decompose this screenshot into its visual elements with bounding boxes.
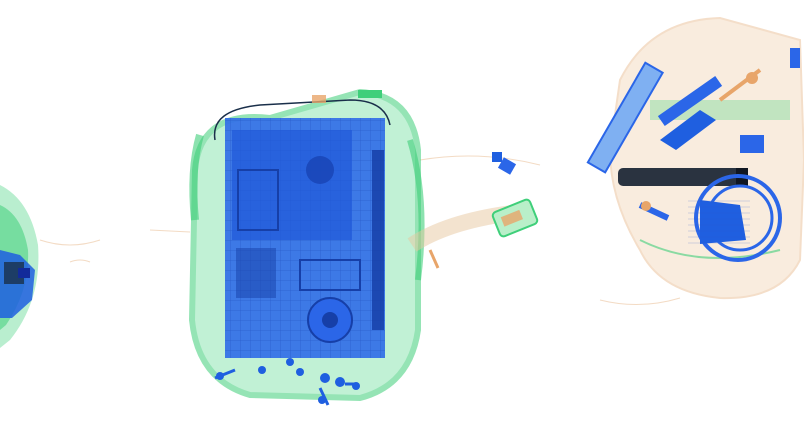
left-bag-partial — [0, 185, 39, 348]
strap-buckle — [491, 198, 539, 238]
organic-traces — [39, 155, 681, 305]
zipper-pull — [492, 152, 517, 175]
center-backpack — [188, 88, 425, 406]
right-bag — [586, 16, 804, 300]
